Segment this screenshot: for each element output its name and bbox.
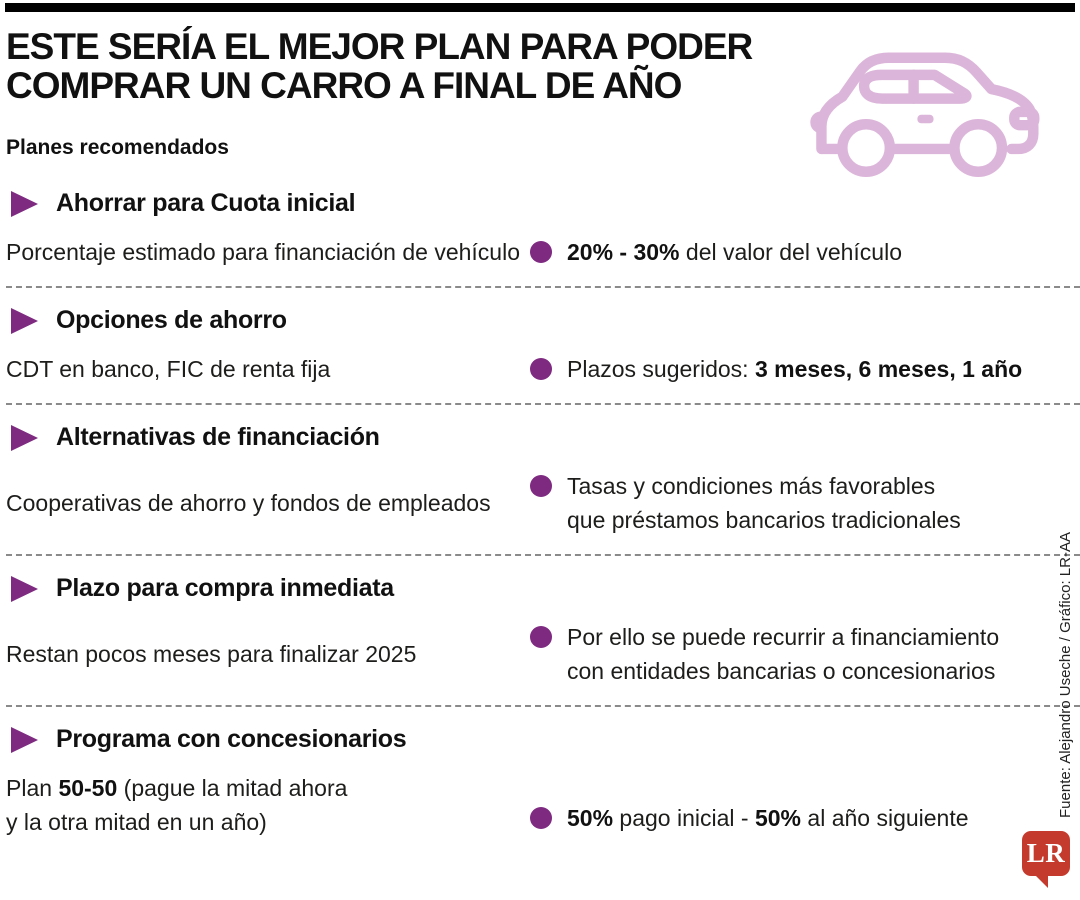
plan-section: Alternativas de financiación Cooperativa… bbox=[6, 417, 1080, 537]
lr-logo: LR bbox=[1022, 831, 1070, 888]
plan-section: Plazo para compra inmediata Restan pocos… bbox=[6, 568, 1080, 688]
section-header: Opciones de ahorro bbox=[6, 306, 1080, 335]
subtitle: Planes recomendados bbox=[6, 136, 229, 159]
car-front-wheel bbox=[949, 119, 1008, 177]
text-line: 50% pago inicial - 50% al año siguiente bbox=[567, 805, 969, 831]
section-description: Restan pocos meses para finalizar 2025 bbox=[6, 637, 530, 671]
section-detail: Plazos sugeridos: 3 meses, 6 meses, 1 añ… bbox=[567, 352, 1022, 386]
infographic: ESTE SERÍA EL MEJOR PLAN PARA PODER COMPR… bbox=[6, 27, 1080, 839]
text-line: Cooperativas de ahorro y fondos de emple… bbox=[6, 490, 491, 516]
car-windows bbox=[858, 69, 972, 104]
section-description: Cooperativas de ahorro y fondos de emple… bbox=[6, 486, 530, 520]
section-row: Restan pocos meses para finalizar 2025 P… bbox=[6, 620, 1080, 688]
dot-bullet-icon bbox=[530, 241, 552, 263]
plan-section: Ahorrar para Cuota inicial Porcentaje es… bbox=[6, 183, 1080, 269]
section-description: CDT en banco, FIC de renta fija bbox=[6, 352, 530, 386]
lr-logo-text: LR bbox=[1026, 838, 1066, 868]
section-heading: Alternativas de financiación bbox=[56, 423, 380, 451]
section-heading: Opciones de ahorro bbox=[56, 306, 287, 334]
section-header: Plazo para compra inmediata bbox=[6, 574, 1080, 603]
text-line: 20% - 30% del valor del vehículo bbox=[567, 239, 902, 265]
triangle-bullet-icon bbox=[11, 575, 38, 602]
text-line: Tasas y condiciones más favorables bbox=[567, 473, 936, 499]
section-detail-block: Tasas y condiciones más favorables que pr… bbox=[530, 469, 1080, 537]
text-line: Porcentaje estimado para financiación de… bbox=[6, 239, 520, 265]
sections-container: Ahorrar para Cuota inicial Porcentaje es… bbox=[6, 183, 1080, 839]
text-line: Restan pocos meses para finalizar 2025 bbox=[6, 641, 417, 667]
title-line-2: COMPRAR UN CARRO A FINAL DE AÑO bbox=[6, 65, 682, 106]
section-header: Alternativas de financiación bbox=[6, 423, 1080, 452]
text-line: Por ello se puede recurrir a financiamie… bbox=[567, 624, 1000, 650]
section-detail: Tasas y condiciones más favorables que pr… bbox=[567, 469, 961, 537]
section-detail: 20% - 30% del valor del vehículo bbox=[567, 235, 902, 269]
dot-bullet-icon bbox=[530, 626, 552, 648]
triangle-bullet-icon bbox=[11, 726, 38, 753]
text-line: y la otra mitad en un año) bbox=[6, 809, 267, 835]
text-line: que préstamos bancarios tradicionales bbox=[567, 507, 961, 533]
car-outline-icon bbox=[806, 34, 1044, 191]
section-detail: Por ello se puede recurrir a financiamie… bbox=[567, 620, 999, 688]
text-line: CDT en banco, FIC de renta fija bbox=[6, 356, 331, 382]
section-detail-block: Plazos sugeridos: 3 meses, 6 meses, 1 añ… bbox=[530, 352, 1080, 386]
section-row: Plan 50-50 (pague la mitad ahora y la otr… bbox=[6, 771, 1080, 839]
triangle-bullet-icon bbox=[11, 424, 38, 451]
plan-section: Opciones de ahorro CDT en banco, FIC de … bbox=[6, 300, 1080, 386]
dot-bullet-icon bbox=[530, 358, 552, 380]
dashed-separator bbox=[6, 554, 1080, 556]
car-body bbox=[816, 52, 1039, 155]
section-heading: Ahorrar para Cuota inicial bbox=[56, 189, 356, 217]
section-row: Cooperativas de ahorro y fondos de emple… bbox=[6, 469, 1080, 537]
triangle-bullet-icon bbox=[11, 190, 38, 217]
triangle-bullet-icon bbox=[11, 307, 38, 334]
section-header: Ahorrar para Cuota inicial bbox=[6, 189, 1080, 218]
source-note: Fuente: Alejandro Useche / Gráfico: LR-A… bbox=[1057, 532, 1074, 818]
section-description: Porcentaje estimado para financiación de… bbox=[6, 235, 530, 269]
section-description: Plan 50-50 (pague la mitad ahora y la otr… bbox=[6, 771, 530, 839]
section-row: Porcentaje estimado para financiación de… bbox=[6, 235, 1080, 269]
section-heading: Plazo para compra inmediata bbox=[56, 574, 394, 602]
dot-bullet-icon bbox=[530, 475, 552, 497]
section-detail-block: Por ello se puede recurrir a financiamie… bbox=[530, 620, 1080, 688]
car-headlight bbox=[1009, 106, 1040, 131]
dot-bullet-icon bbox=[530, 807, 552, 829]
page-title: ESTE SERÍA EL MEJOR PLAN PARA PODER COMPR… bbox=[6, 27, 786, 105]
text-line: Plazos sugeridos: 3 meses, 6 meses, 1 añ… bbox=[567, 356, 1023, 382]
plan-section: Programa con concesionarios Plan 50-50 (… bbox=[6, 719, 1080, 839]
section-heading: Programa con concesionarios bbox=[56, 725, 407, 753]
car-door-handle bbox=[917, 114, 934, 124]
car-rear-wheel bbox=[837, 119, 896, 177]
dashed-separator bbox=[6, 286, 1080, 288]
section-header: Programa con concesionarios bbox=[6, 725, 1080, 754]
section-detail-block: 20% - 30% del valor del vehículo bbox=[530, 235, 1080, 269]
section-detail: 50% pago inicial - 50% al año siguiente bbox=[567, 801, 969, 835]
top-rule-bar bbox=[5, 3, 1075, 12]
section-detail-block: 50% pago inicial - 50% al año siguiente bbox=[530, 801, 1080, 835]
text-line: con entidades bancarias o concesionarios bbox=[567, 658, 996, 684]
text-line: Plan 50-50 (pague la mitad ahora bbox=[6, 775, 348, 801]
dashed-separator bbox=[6, 403, 1080, 405]
section-row: CDT en banco, FIC de renta fija Plazos s… bbox=[6, 352, 1080, 386]
dashed-separator bbox=[6, 705, 1080, 707]
title-line-1: ESTE SERÍA EL MEJOR PLAN PARA PODER bbox=[6, 26, 753, 67]
